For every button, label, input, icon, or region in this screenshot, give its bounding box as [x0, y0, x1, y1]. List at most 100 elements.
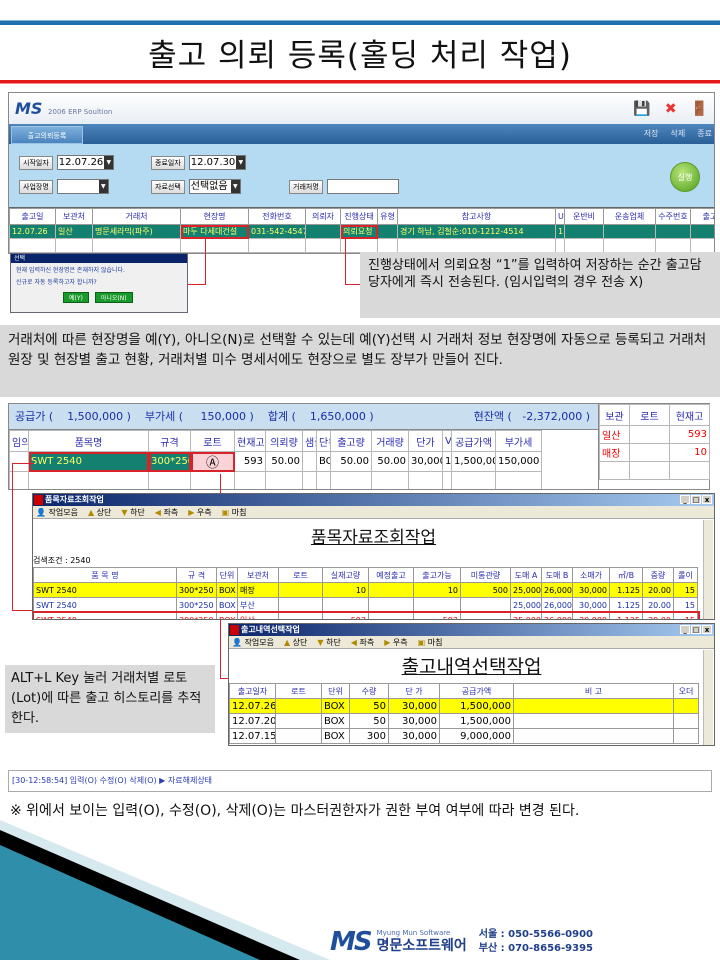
column-header[interactable]: 출고일	[9, 208, 56, 225]
column-header[interactable]: 단 가	[388, 683, 440, 699]
run-button[interactable]: 실행	[670, 162, 700, 192]
table-row[interactable]: SWT 2540 300*250 BOX 일산 593 593 25,000 26,000 30…	[33, 610, 700, 619]
column-header[interactable]: 소매가	[572, 567, 610, 583]
column-header[interactable]: 롤이	[673, 567, 698, 583]
toolbar-button[interactable]: ▶ 우측	[384, 636, 407, 648]
column-header[interactable]: 현장명	[180, 208, 249, 225]
yes-button[interactable]: 예(Y)	[63, 292, 89, 303]
toolbar-button[interactable]: ▲ 상단	[284, 636, 307, 648]
toolbar-button[interactable]: 👤 작업모음	[36, 506, 78, 518]
column-header[interactable]: 오더	[673, 683, 699, 699]
table-row[interactable]: 12.07.26 BOX 50 30,000 1,500,000	[229, 698, 699, 714]
maximize-button[interactable]: □	[691, 625, 701, 634]
column-header[interactable]: 참고사항	[397, 208, 556, 225]
maximize-button[interactable]: □	[691, 495, 701, 504]
no-button[interactable]: 아니오(N)	[94, 292, 133, 303]
column-header[interactable]: 단위	[316, 430, 331, 452]
column-header[interactable]: 거래처	[92, 208, 181, 225]
start-date-field[interactable]: 12.07.26 ▼	[56, 155, 115, 170]
column-header[interactable]: 전화번호	[248, 208, 306, 225]
column-header[interactable]: 거래량	[371, 430, 409, 452]
minimize-button[interactable]: _	[680, 495, 690, 504]
column-header[interactable]: 출고	[690, 208, 714, 225]
save-icon[interactable]: 💾	[633, 101, 651, 117]
column-header[interactable]: 실재고량	[322, 567, 369, 583]
column-header[interactable]: 비 고	[513, 683, 674, 699]
column-header[interactable]: V	[442, 430, 452, 452]
column-header[interactable]: 현재고	[234, 430, 266, 452]
client-input[interactable]	[326, 179, 399, 194]
column-header[interactable]: 보관처	[237, 567, 279, 583]
vertical-scrollbar[interactable]	[703, 650, 713, 745]
table-row[interactable]: 12.07.20 BOX 50 30,000 1,500,000	[229, 713, 699, 729]
toolbar-button[interactable]: ▲ 상단	[88, 506, 111, 518]
column-header[interactable]: ㎡/B	[609, 567, 643, 583]
dropdown-arrow-icon[interactable]: ▼	[104, 156, 114, 169]
exit-icon[interactable]: 🚪	[690, 101, 708, 117]
delete-button[interactable]: 삭제	[670, 129, 686, 138]
table-row[interactable]: SWT 2540300*250Ⓐ59350.00BOX50.0050.0030,…	[9, 451, 542, 472]
table-row[interactable]: 12.07.26 일산 명문세라믹(파주) 마두 다세대건설 031-542-4547 의…	[9, 224, 714, 239]
close-button[interactable]: x	[702, 495, 712, 504]
vertical-scrollbar[interactable]	[703, 520, 713, 619]
toolbar-button[interactable]: ▼ 하단	[317, 636, 340, 648]
column-header[interactable]: 공급가액	[439, 683, 514, 699]
column-header[interactable]: 유형	[377, 208, 398, 225]
toolbar-button[interactable]: 👤 작업모음	[232, 636, 274, 648]
column-header[interactable]: 수주번호	[655, 208, 691, 225]
data-select[interactable]: 선택없음 ▼	[188, 179, 241, 194]
column-header[interactable]: 미통관량	[460, 567, 511, 583]
toolbar-button[interactable]: ▣ 마침	[222, 506, 247, 518]
column-header[interactable]: 임의	[9, 430, 29, 452]
end-date-field[interactable]: 12.07.30 ▼	[188, 155, 247, 170]
column-header[interactable]: 공급가액	[451, 430, 496, 452]
save-button[interactable]: 저장	[643, 129, 659, 138]
column-header[interactable]: 로트	[190, 430, 235, 452]
toolbar-button[interactable]: ▼ 하단	[121, 506, 144, 518]
toolbar-button[interactable]: ▶ 우측	[188, 506, 211, 518]
column-header[interactable]: 단가	[408, 430, 443, 452]
column-header[interactable]: 의뢰량	[265, 430, 303, 452]
column-header[interactable]: 수량	[349, 683, 389, 699]
table-row[interactable]: 12.07.15 BOX 300 30,000 9,000,000	[229, 728, 699, 744]
column-header[interactable]: 단위	[321, 683, 350, 699]
site-select[interactable]: ▼	[56, 179, 109, 194]
minimize-button[interactable]: _	[680, 625, 690, 634]
column-header[interactable]: 품목명	[28, 430, 149, 452]
toolbar-button[interactable]: ◀ 좌측	[351, 636, 374, 648]
column-header[interactable]: U	[555, 208, 565, 225]
column-header[interactable]: 의뢰자	[305, 208, 341, 225]
column-header[interactable]: 출고가능	[413, 567, 461, 583]
exit-button[interactable]: 종료	[697, 129, 712, 138]
table-row[interactable]: 매장 10	[599, 443, 710, 462]
column-header[interactable]: 품 목 명	[33, 567, 177, 583]
column-header[interactable]: 로트	[629, 404, 670, 426]
column-header[interactable]: 운반비	[564, 208, 604, 225]
table-row[interactable]: SWT 2540 300*250 BOX 부산 25,000 26,000 30,000 1.…	[33, 597, 698, 613]
delete-icon[interactable]: ✖	[664, 101, 677, 117]
column-header[interactable]: 로트	[278, 567, 323, 583]
dropdown-arrow-icon[interactable]: ▼	[236, 156, 246, 169]
toolbar-button[interactable]: ▣ 마침	[418, 636, 443, 648]
dropdown-arrow-icon[interactable]: ▼	[98, 180, 108, 193]
column-header[interactable]: 진행상태	[340, 208, 378, 225]
column-header[interactable]: 단위	[216, 567, 238, 583]
column-header[interactable]: 출고일자	[229, 683, 276, 699]
column-header[interactable]: 현재고	[669, 404, 710, 426]
column-header[interactable]: 보관처	[55, 208, 93, 225]
close-button[interactable]: x	[702, 625, 712, 634]
column-header[interactable]: 출고량	[330, 430, 372, 452]
column-header[interactable]: 중량	[642, 567, 674, 583]
toolbar-button[interactable]: ◀ 좌측	[155, 506, 178, 518]
column-header[interactable]: 운송업체	[603, 208, 656, 225]
column-header[interactable]: 보관	[599, 404, 630, 426]
column-header[interactable]: 로트	[275, 683, 322, 699]
tab-release-request[interactable]: 출고의뢰등록	[11, 126, 83, 144]
column-header[interactable]: 부가세	[495, 430, 542, 452]
column-header[interactable]: 샘플	[302, 430, 317, 452]
column-header[interactable]: 예정출고	[368, 567, 414, 583]
table-row[interactable]: 일산 593	[599, 425, 710, 444]
column-header[interactable]: 규격	[148, 430, 191, 452]
column-header[interactable]: 도매 A	[510, 567, 542, 583]
column-header[interactable]: 도매 B	[541, 567, 573, 583]
